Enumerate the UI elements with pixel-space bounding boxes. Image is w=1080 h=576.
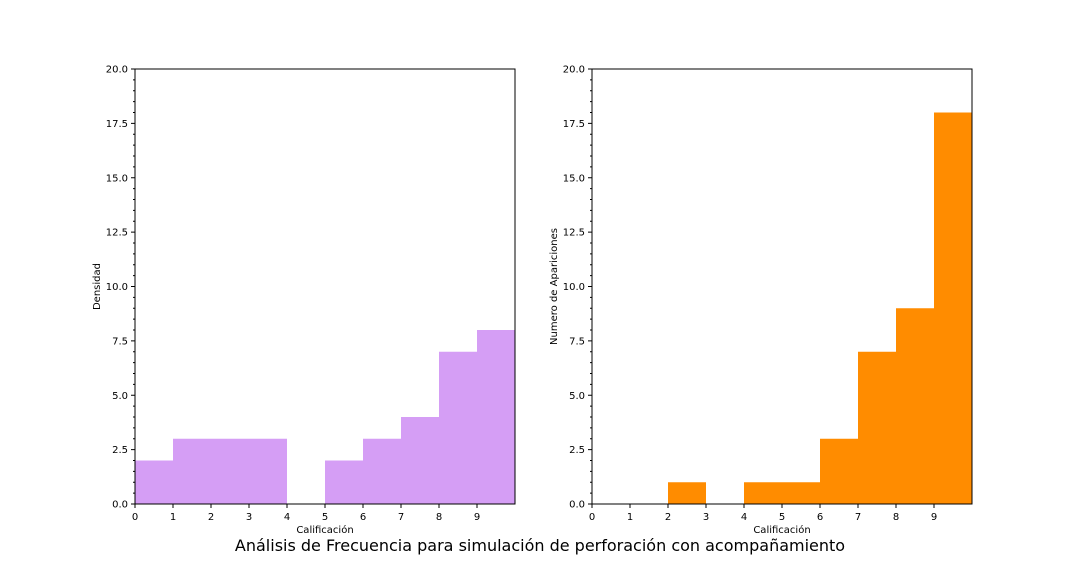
histogram-bar [173,438,211,504]
y-tick-label: 15.0 [563,173,585,184]
chart-panel-2: 0 1 2 3 4 5 6 7 8 9 0.0 2.5 5.0 7.5 10.0 12.5 15.0 17.5 20… [549,65,973,536]
y-tick-label: 17.5 [106,119,128,130]
histogram-bar [439,351,477,504]
x-tick-label: 5 [779,512,785,523]
x-axis-label: Calificación [296,524,353,536]
histogram-bar [135,460,173,504]
x-tick-label: 1 [170,512,176,523]
x-tick-label: 9 [931,512,937,523]
y-tick-label: 0.0 [569,500,585,511]
y-tick-label: 20.0 [563,65,585,76]
histogram-bar [934,112,972,504]
y-tick-label: 10.0 [563,282,585,293]
histogram-bar [401,417,439,504]
histogram-bar [820,438,858,504]
y-tick-label: 2.5 [112,445,128,456]
y-tick-label: 20.0 [106,65,128,76]
y-tick-label: 15.0 [106,173,128,184]
histogram-bar [896,308,934,504]
x-tick-label: 7 [855,512,861,523]
x-tick-label: 5 [322,512,328,523]
x-tick-label: 2 [665,512,671,523]
x-tick-label: 9 [474,512,480,523]
histogram-bar [858,351,896,504]
x-tick-label: 8 [893,512,899,523]
histogram-bar [211,438,249,504]
y-axis-label: Densidad [92,263,103,310]
chart-panel-1: 0 1 2 3 4 5 6 7 8 9 0.0 2.5 5.0 7.5 10.0 12.5 15.0 17.5 20… [92,65,516,536]
figure-suptitle: Análisis de Frecuencia para simulación d… [234,536,846,555]
x-tick-label: 0 [589,512,595,523]
x-tick-label: 1 [627,512,633,523]
histogram-bar [477,330,515,504]
y-tick-label: 5.0 [569,391,585,402]
y-tick-label: 2.5 [569,445,585,456]
y-tick-label: 0.0 [112,500,128,511]
y-tick-label: 17.5 [563,119,585,130]
x-tick-label: 6 [360,512,366,523]
x-tick-label: 2 [208,512,214,523]
histogram-bar [325,460,363,504]
x-tick-label: 3 [703,512,709,523]
y-tick-label: 7.5 [569,336,585,347]
x-tick-label: 0 [132,512,138,523]
y-tick-label: 7.5 [112,336,128,347]
histogram-bar [249,438,287,504]
x-tick-label: 4 [284,512,290,523]
x-tick-label: 4 [741,512,747,523]
histogram-bar [782,482,820,504]
y-tick-label: 5.0 [112,391,128,402]
y-tick-label: 10.0 [106,282,128,293]
x-tick-label: 8 [436,512,442,523]
histogram-bar [668,482,706,504]
x-tick-label: 6 [817,512,823,523]
y-axis-label: Numero de Apariciones [549,228,560,345]
y-tick-label: 12.5 [563,228,585,239]
x-axis-label: Calificación [753,524,810,536]
histogram-bar [363,438,401,504]
x-tick-label: 3 [246,512,252,523]
y-tick-label: 12.5 [106,228,128,239]
x-tick-label: 7 [398,512,404,523]
histogram-bar [744,482,782,504]
